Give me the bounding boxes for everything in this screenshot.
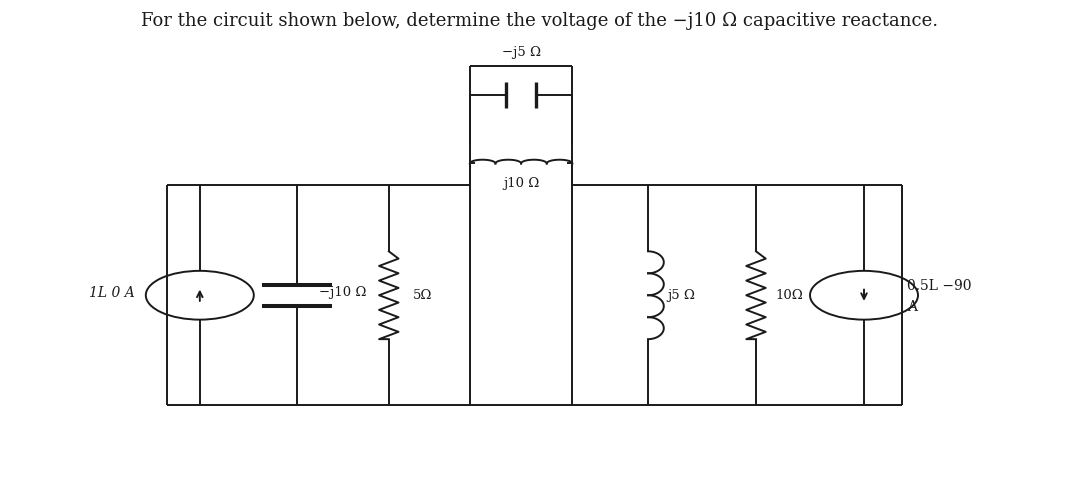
Text: A: A (907, 301, 917, 314)
Text: j5 Ω: j5 Ω (667, 289, 696, 302)
Text: 10Ω: 10Ω (775, 289, 804, 302)
Text: −j5 Ω: −j5 Ω (501, 45, 541, 59)
Text: 0.5L −90: 0.5L −90 (907, 280, 972, 293)
Text: 1L 0 A: 1L 0 A (90, 286, 135, 300)
Text: 5Ω: 5Ω (413, 289, 432, 302)
Text: For the circuit shown below, determine the voltage of the −j10 Ω capacitive reac: For the circuit shown below, determine t… (141, 12, 939, 30)
Text: j10 Ω: j10 Ω (503, 177, 539, 190)
Text: −j10 Ω: −j10 Ω (319, 286, 366, 299)
